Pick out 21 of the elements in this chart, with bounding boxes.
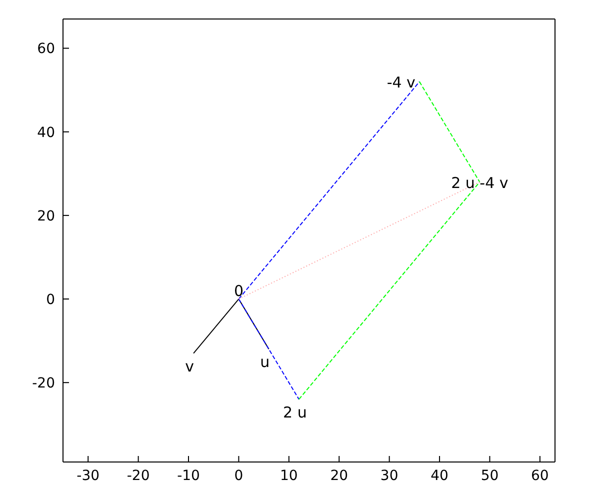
x-tick-label: 50: [480, 468, 499, 484]
y-tick-label: 60: [37, 41, 55, 58]
x-tick-label: 0: [234, 468, 244, 484]
x-tick-label: 40: [430, 468, 448, 484]
x-tick-label: -20: [126, 468, 150, 484]
y-tick-label: -20: [32, 376, 55, 392]
x-tick-label: 20: [330, 468, 348, 484]
x-tick-label: 10: [280, 468, 298, 484]
annotation: v: [185, 357, 194, 376]
x-tick-label: -30: [76, 468, 100, 484]
y-tick-label: 0: [46, 292, 55, 308]
annotation: 2 u -4 v: [451, 174, 508, 192]
annotation: 2 u: [283, 403, 307, 422]
y-tick-label: 20: [37, 208, 55, 224]
x-tick-label: 30: [380, 468, 398, 484]
x-tick-label: 60: [531, 468, 549, 484]
x-tick-label: -10: [177, 468, 200, 484]
y-tick-label: 40: [37, 124, 55, 141]
annotation: -4 v: [386, 74, 416, 92]
annotation: 0: [234, 282, 244, 300]
annotation: u: [260, 353, 270, 372]
